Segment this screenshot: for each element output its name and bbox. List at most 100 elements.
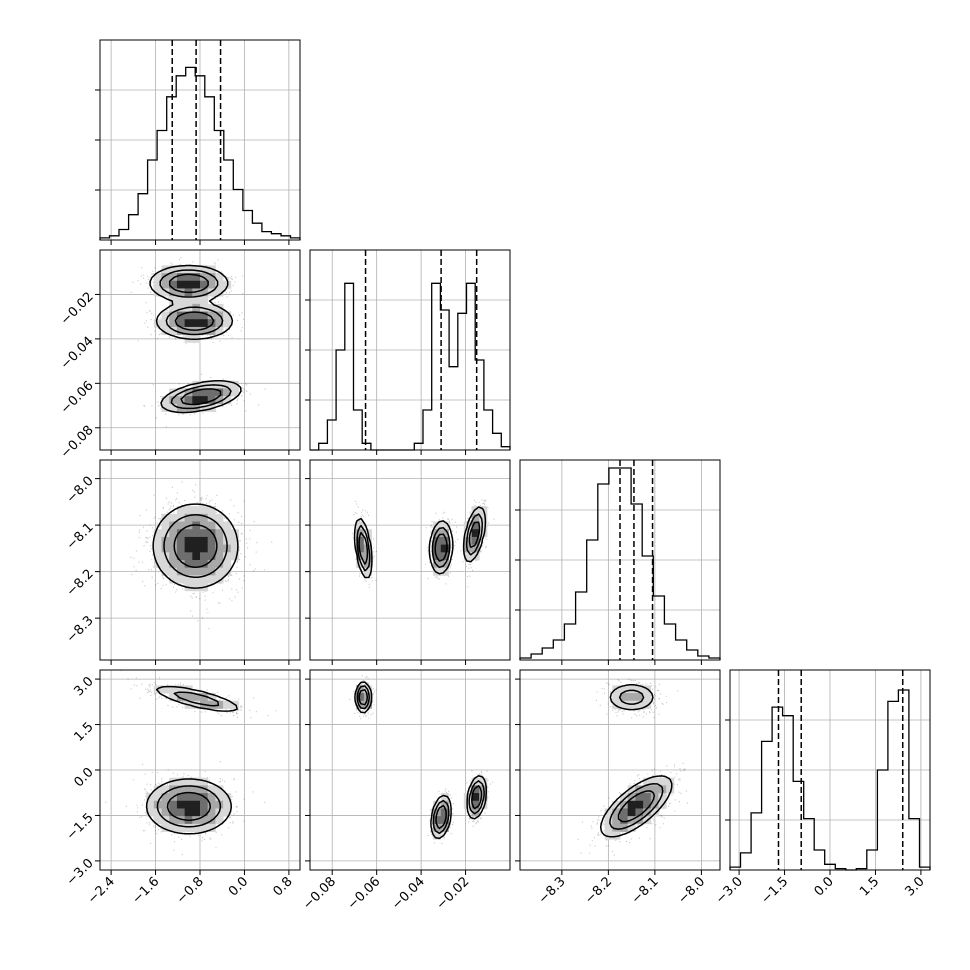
density-cell <box>440 808 449 817</box>
x-tick-label: −3.0 <box>713 874 746 907</box>
density-cell <box>471 544 480 553</box>
density-cell <box>356 685 365 694</box>
density-cell <box>192 777 201 786</box>
density-layer <box>130 481 273 630</box>
density-cell <box>200 506 209 515</box>
density-cell <box>169 816 178 825</box>
density-cell <box>215 536 224 546</box>
density-cell <box>363 567 372 576</box>
x-tick-label: −0.04 <box>389 874 428 913</box>
density-cell <box>176 326 186 336</box>
y-tick-label: −8.2 <box>64 567 97 600</box>
density-cell <box>620 793 629 802</box>
contour-line <box>149 264 242 414</box>
density-cell <box>230 536 239 546</box>
density-cell <box>440 800 449 809</box>
density-cell <box>440 544 449 553</box>
y-tick-label: −8.3 <box>64 613 97 646</box>
density-cell <box>184 529 193 538</box>
density-cell <box>184 808 193 817</box>
density-cell <box>169 808 178 817</box>
density-cell <box>215 785 224 794</box>
density-cell <box>161 536 170 546</box>
density-cell <box>200 816 209 825</box>
density-cell <box>207 560 216 569</box>
x-tick-label: −8.0 <box>675 874 708 907</box>
density-cell <box>223 529 232 538</box>
density-cell <box>192 544 201 553</box>
density-cell <box>223 560 232 569</box>
density-layer <box>577 678 688 856</box>
density-cell <box>192 380 201 389</box>
density-cell <box>650 777 659 786</box>
density-cell <box>176 529 186 538</box>
density-cell <box>620 816 629 825</box>
density-cell <box>161 529 170 538</box>
density-cell <box>215 575 224 584</box>
density-cell <box>627 808 636 817</box>
density-cell <box>184 506 193 515</box>
density-cell <box>200 785 209 794</box>
density-cell <box>161 288 170 297</box>
density-cell <box>169 552 178 561</box>
density-cell <box>215 388 224 397</box>
density-cell <box>169 513 178 522</box>
density-cell <box>153 529 162 538</box>
density-cell <box>479 777 488 786</box>
density-cell <box>643 800 652 809</box>
density-cell <box>184 777 193 786</box>
density-cell <box>192 816 201 825</box>
density-cell <box>176 785 186 794</box>
panel-3-0 <box>95 669 301 875</box>
contour-line <box>159 269 232 410</box>
density-cell <box>169 326 178 336</box>
density-cell <box>207 513 216 522</box>
density-cell <box>635 685 644 694</box>
density-cell <box>161 544 170 553</box>
density-cell <box>643 777 652 786</box>
density-cell <box>230 544 239 553</box>
density-cell <box>207 693 216 702</box>
x-tick-label: −0.06 <box>345 874 384 913</box>
density-cell <box>440 529 449 538</box>
density-cell <box>192 552 201 561</box>
density-cell <box>169 265 178 274</box>
density-cell <box>635 693 644 702</box>
x-tick-label: −8.1 <box>629 874 662 907</box>
density-cell <box>200 388 209 397</box>
density-cell <box>169 273 178 282</box>
panel-0-0 <box>95 39 301 245</box>
density-cell <box>192 583 201 592</box>
density-layer <box>351 499 495 588</box>
panel-background <box>310 460 510 660</box>
density-cell <box>612 831 621 840</box>
density-cell <box>223 521 232 530</box>
density-cell <box>176 265 186 274</box>
panel-3-3 <box>725 669 931 875</box>
density-cell <box>207 536 216 546</box>
density-cell <box>612 800 621 809</box>
density-cell <box>192 288 201 297</box>
density-cell <box>169 529 178 538</box>
density-cell <box>471 513 480 522</box>
density-cell <box>207 567 216 576</box>
density-cell <box>176 319 186 328</box>
density-cell <box>223 793 232 802</box>
density-cell <box>643 693 652 702</box>
density-cell <box>161 560 170 569</box>
density-cell <box>176 685 186 694</box>
density-cell <box>230 388 239 397</box>
density-cell <box>192 567 201 576</box>
density-cell <box>169 403 178 412</box>
density-cell <box>215 793 224 802</box>
density-cell <box>215 529 224 538</box>
density-cell <box>479 529 488 538</box>
x-tick-label: 0.8 <box>270 874 295 899</box>
density-cell <box>192 575 201 584</box>
density-cell <box>215 567 224 576</box>
density-cell <box>161 685 170 694</box>
density-cell <box>153 280 162 289</box>
density-cell <box>161 396 170 405</box>
density-cell <box>207 808 216 817</box>
